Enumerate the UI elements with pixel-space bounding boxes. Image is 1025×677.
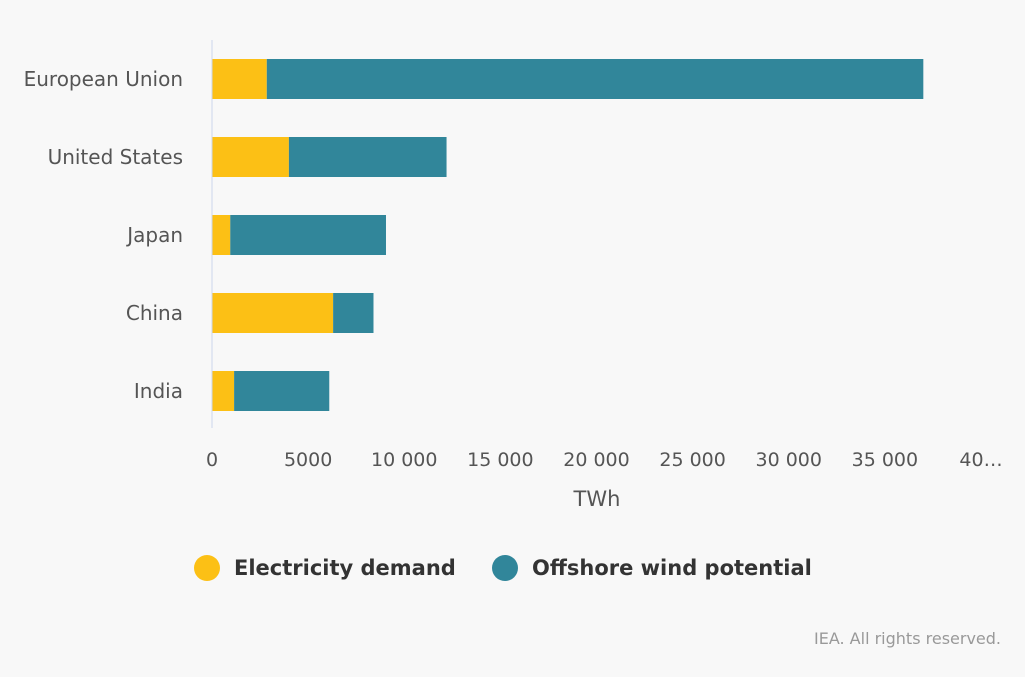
category-label: China (126, 301, 183, 325)
bar-united-states-offshore-wind-potential[interactable] (288, 137, 447, 177)
legend-label: Electricity demand (234, 556, 456, 580)
legend-item-offshore-wind-potential[interactable]: Offshore wind potential (492, 550, 812, 586)
x-tick-label: 30 000 (756, 449, 822, 471)
category-label: Japan (125, 223, 183, 247)
x-axis-title: TWh (573, 487, 621, 511)
legend-swatch-electricity-demand (194, 555, 220, 581)
category-labels: European Union United States Japan China Ind… (24, 67, 183, 403)
bar-united-states-electricity-demand[interactable] (212, 137, 289, 177)
bar-japan-electricity-demand[interactable] (212, 215, 231, 255)
x-tick-label: 0 (206, 449, 218, 471)
x-tick-label: 35 000 (852, 449, 918, 471)
x-tick-label: 25 000 (659, 449, 725, 471)
x-tick-label: 10 000 (371, 449, 437, 471)
bar-european-union-offshore-wind-potential[interactable] (266, 59, 924, 99)
x-tick-label: 15 000 (467, 449, 533, 471)
bar-india-offshore-wind-potential[interactable] (234, 371, 330, 411)
bar-china-offshore-wind-potential[interactable] (333, 293, 374, 333)
x-tick-label: 40… (959, 449, 1002, 471)
bar-china-electricity-demand[interactable] (212, 293, 334, 333)
bar-japan-offshore-wind-potential[interactable] (230, 215, 386, 255)
chart-area: European Union United States Japan China Ind… (24, 40, 1003, 511)
x-tick-label: 20 000 (563, 449, 629, 471)
legend-label: Offshore wind potential (532, 556, 812, 580)
legend-item-electricity-demand[interactable]: Electricity demand (194, 550, 456, 586)
bar-european-union-electricity-demand[interactable] (212, 59, 267, 99)
x-tick-label: 5000 (284, 449, 332, 471)
category-label: European Union (24, 67, 183, 91)
x-tick-labels: 0 5000 10 000 15 000 20 000 25 000 30 000 35 00… (206, 449, 1003, 471)
category-label: United States (48, 145, 183, 169)
bars-group (212, 59, 924, 411)
legend-swatch-offshore-wind-potential (492, 555, 518, 581)
credit-text: IEA. All rights reserved. (814, 629, 1001, 648)
legend: Electricity demand Offshore wind potenti… (0, 550, 1025, 586)
bar-india-electricity-demand[interactable] (212, 371, 235, 411)
category-label: India (134, 379, 183, 403)
